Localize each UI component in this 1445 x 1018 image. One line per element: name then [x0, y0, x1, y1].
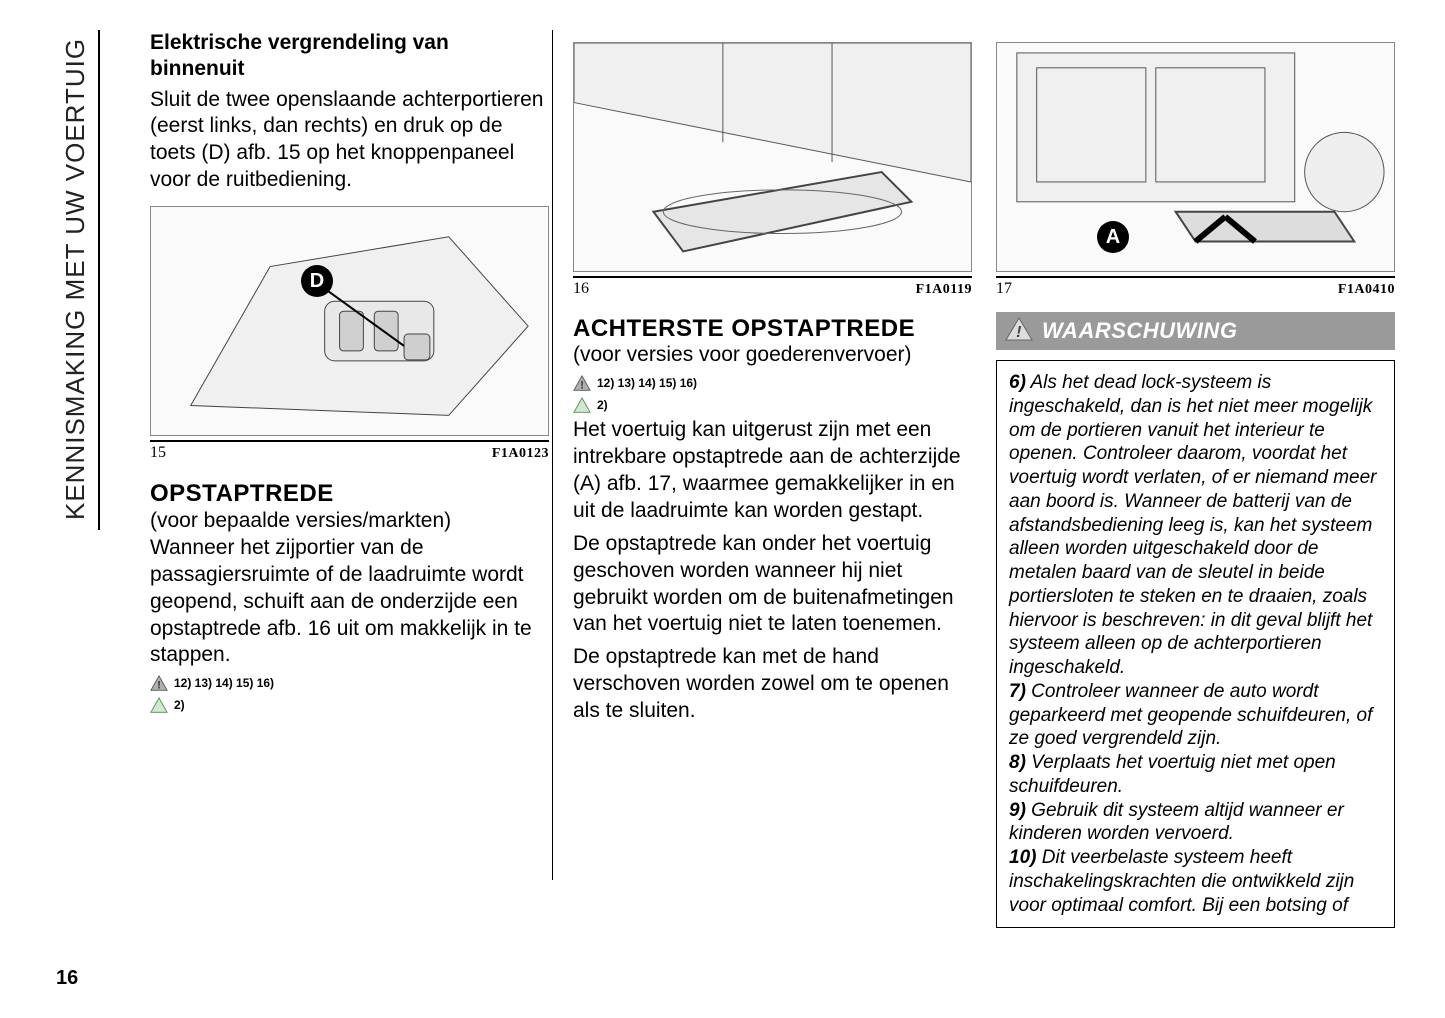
svg-text:!: ! [1016, 324, 1022, 341]
side-tab-label: KENNISMAKING MET UW VOERTUIG [60, 38, 91, 520]
figure-17-callout-A: A [1097, 221, 1129, 253]
column-1: Elektrische vergrendeling van binnenuit … [150, 30, 549, 928]
side-tab-rule [98, 30, 100, 530]
figure-15-caption: 15 F1A0123 [150, 440, 549, 462]
eco-icon [150, 697, 168, 713]
page-number: 16 [56, 967, 78, 990]
warning-icon: ! [1004, 316, 1034, 342]
figure-15-callout-D: D [301, 265, 333, 297]
figure-code: F1A0123 [492, 446, 549, 462]
columns: Elektrische vergrendeling van binnenuit … [150, 30, 1395, 928]
figure-number: 16 [573, 280, 589, 298]
figure-16-caption: 16 F1A0119 [573, 276, 972, 298]
figure-16-art [574, 43, 971, 271]
heading-achterste: ACHTERSTE OPSTAPTREDE [573, 316, 972, 342]
eco-refs: 2) [150, 697, 549, 713]
figure-number: 17 [996, 280, 1012, 298]
warning-banner: ! WAARSCHUWING [996, 312, 1395, 350]
warning-item-9: 9) Gebruik dit systeem altijd wanneer er… [1009, 799, 1382, 847]
eco-icon [573, 397, 591, 413]
warning-item-10: 10) Dit veerbelaste systeem heeft inscha… [1009, 846, 1382, 917]
warning-item-7: 7) Controleer wanneer de auto wordt gepa… [1009, 680, 1382, 751]
heading-opstaptrede: OPSTAPTREDE [150, 480, 549, 508]
warning-box: 6) Als het dead lock-systeem is ingescha… [996, 360, 1395, 928]
warning-item-6: 6) Als het dead lock-systeem is ingescha… [1009, 371, 1382, 680]
heading-electric-lock: Elektrische vergrendeling van binnenuit [150, 30, 549, 83]
figure-15: D [150, 206, 549, 436]
paragraph: (voor bepaalde versies/markten) [150, 508, 549, 535]
ref-numbers: 2) [174, 698, 185, 712]
warning-refs: ! 12) 13) 14) 15) 16) [573, 375, 972, 391]
figure-17-art [997, 43, 1394, 271]
paragraph: (voor versies voor goederenvervoer) [573, 342, 972, 369]
figure-17: A [996, 42, 1395, 272]
svg-text:!: ! [157, 680, 161, 692]
ref-numbers: 2) [597, 398, 608, 412]
paragraph: De opstaptrede kan onder het voertuig ge… [573, 531, 972, 639]
paragraph: De opstaptrede kan met de hand verschove… [573, 644, 972, 725]
warning-icon: ! [150, 675, 168, 691]
figure-16 [573, 42, 972, 272]
figure-15-art [151, 207, 548, 435]
warning-item-8: 8) Verplaats het voertuig niet met open … [1009, 751, 1382, 799]
warning-refs: ! 12) 13) 14) 15) 16) [150, 675, 549, 691]
warning-title: WAARSCHUWING [1042, 318, 1237, 343]
column-3: A 17 F1A0410 ! WAARSCHUWING 6) Als het d… [996, 30, 1395, 928]
eco-refs: 2) [573, 397, 972, 413]
column-2: 16 F1A0119 ACHTERSTE OPSTAPTREDE (voor v… [573, 30, 972, 928]
manual-page: KENNISMAKING MET UW VOERTUIG Elektrische… [0, 0, 1445, 1018]
column-separator [552, 30, 553, 880]
figure-code: F1A0119 [916, 282, 972, 298]
ref-numbers: 12) 13) 14) 15) 16) [597, 376, 697, 390]
figure-code: F1A0410 [1338, 282, 1395, 298]
figure-17-caption: 17 F1A0410 [996, 276, 1395, 298]
side-tab: KENNISMAKING MET UW VOERTUIG [60, 30, 100, 570]
ref-numbers: 12) 13) 14) 15) 16) [174, 676, 274, 690]
svg-text:!: ! [580, 380, 584, 392]
paragraph: Sluit de twee openslaande achterportiere… [150, 87, 549, 195]
paragraph: Het voertuig kan uitgerust zijn met een … [573, 417, 972, 525]
warning-icon: ! [573, 375, 591, 391]
figure-number: 15 [150, 444, 166, 462]
paragraph: Wanneer het zijportier van de passagiers… [150, 535, 549, 669]
